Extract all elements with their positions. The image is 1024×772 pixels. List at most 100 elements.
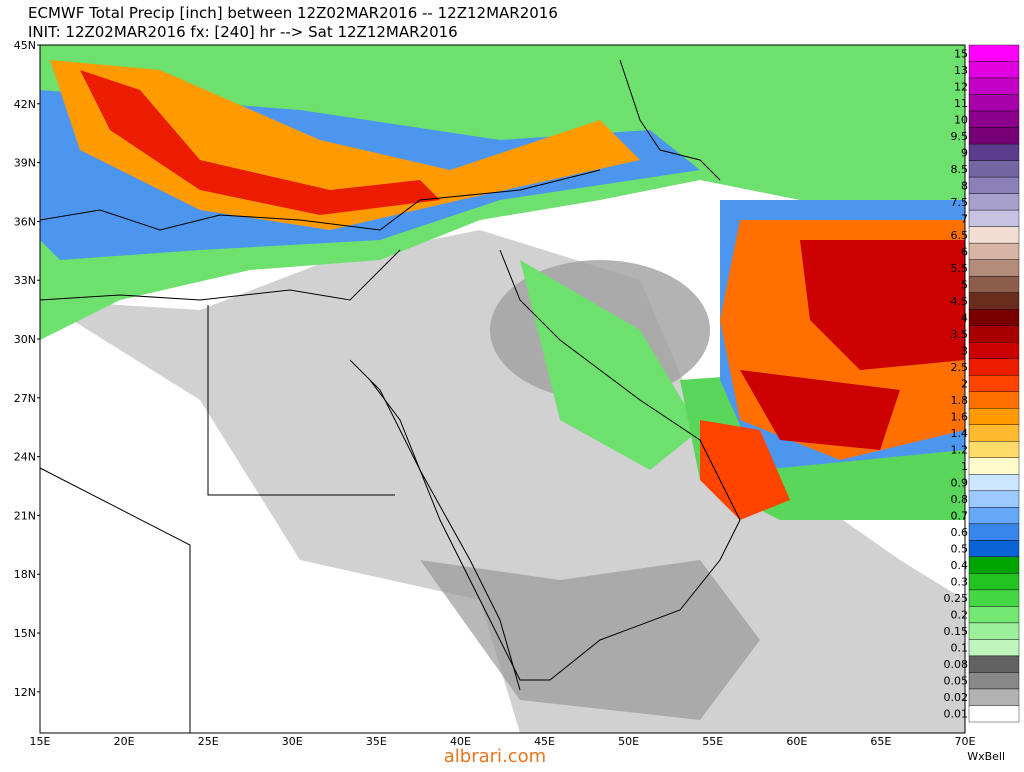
colorbar-swatch: [968, 441, 1020, 459]
lon-label: 65E: [870, 735, 891, 748]
colorbar-label: 9.5: [951, 130, 969, 143]
colorbar-label: 1.8: [951, 394, 969, 407]
colorbar-swatch: [968, 375, 1020, 392]
colorbar-swatch: [968, 358, 1020, 376]
lon-label: 60E: [786, 735, 807, 748]
colorbar-label: 0.4: [951, 559, 969, 572]
colorbar-swatch: [968, 474, 1020, 492]
lon-label: 50E: [618, 735, 639, 748]
colorbar-swatch: [968, 490, 1020, 508]
lat-label: 12N: [14, 686, 36, 699]
colorbar-label: 13: [954, 64, 968, 77]
credit: WxBell: [967, 750, 1005, 763]
lat-label: 30N: [14, 333, 36, 346]
colorbar-label: 7.5: [951, 196, 969, 209]
colorbar-swatch: [968, 391, 1020, 409]
colorbar-swatch: [968, 77, 1020, 95]
colorbar-label: 0.7: [951, 510, 969, 523]
colorbar-swatch: [968, 622, 1020, 640]
colorbar-swatch: [968, 292, 1020, 310]
colorbar-swatch: [968, 424, 1020, 442]
colorbar-swatch: [968, 655, 1020, 673]
colorbar-label: 3.5: [951, 328, 969, 341]
lon-label: 25E: [198, 735, 219, 748]
colorbar-swatch: [968, 160, 1020, 178]
colorbar-label: 10: [954, 113, 968, 126]
colorbar-label: 4.5: [951, 295, 969, 308]
colorbar-swatch: [968, 176, 1020, 194]
colorbar-swatch: [968, 127, 1020, 145]
colorbar-swatch: [968, 672, 1020, 690]
colorbar-label: 0.25: [944, 592, 969, 605]
lat-label: 33N: [14, 274, 36, 287]
colorbar-swatch: [968, 688, 1020, 706]
colorbar-label: 2: [961, 378, 968, 391]
map-axes: 45N 42N 39N 36N 33N 30N 27N 24N 21N 18N 15N 12N 15E 2…: [14, 39, 976, 748]
colorbar-swatch: [968, 408, 1020, 425]
colorbar-label: 0.6: [951, 526, 969, 539]
colorbar-swatch: [968, 325, 1020, 343]
colorbar-label: 0.15: [944, 625, 969, 638]
lat-label: 21N: [14, 509, 36, 522]
colorbar-label: 5.5: [951, 262, 969, 275]
colorbar-label: 5: [961, 278, 968, 291]
colorbar-swatch: [968, 193, 1020, 211]
colorbar-swatch: [968, 342, 1020, 359]
colorbar-swatch: [968, 540, 1020, 558]
colorbar-swatch: [968, 61, 1020, 79]
lat-label: 45N: [14, 39, 36, 52]
colorbar-label: 0.1: [951, 642, 969, 655]
colorbar-swatch: [968, 44, 1020, 62]
boundaries: [39, 44, 966, 734]
colorbar-swatch: [968, 242, 1020, 260]
colorbar-label: 0.8: [951, 493, 969, 506]
colorbar-swatch: [968, 589, 1020, 607]
watermark: albrari.com: [444, 746, 546, 767]
colorbar-swatch: [968, 308, 1020, 326]
colorbar-label: 0.3: [951, 576, 969, 589]
colorbar-swatch: [968, 94, 1020, 112]
colorbar-label: 0.08: [944, 658, 969, 671]
lon-label: 70E: [955, 735, 976, 748]
colorbar-label: 0.05: [944, 675, 969, 688]
colorbar-swatch: [968, 259, 1020, 277]
precip-field: [40, 45, 965, 733]
lat-label: 15N: [14, 627, 36, 640]
colorbar-label: 4: [961, 311, 968, 324]
colorbar-swatch: [968, 705, 1020, 723]
colorbar-label: 6.5: [951, 229, 969, 242]
header-line2: INIT: 12Z02MAR2016 fx: [240] hr --> Sat …: [28, 23, 458, 41]
colorbar: 15131211109.598.587.576.565.554.543.532.…: [944, 44, 1020, 723]
lat-label: 36N: [14, 215, 36, 228]
colorbar-swatch: [968, 556, 1020, 574]
lon-label: 15E: [30, 735, 51, 748]
colorbar-swatch: [968, 275, 1020, 293]
lon-label: 30E: [282, 735, 303, 748]
lat-label: 18N: [14, 568, 36, 581]
lat-label: 27N: [14, 392, 36, 405]
colorbar-label: 0.9: [951, 477, 969, 490]
colorbar-label: 1.6: [951, 411, 969, 424]
colorbar-swatch: [968, 523, 1020, 541]
colorbar-swatch: [968, 507, 1020, 525]
colorbar-swatch: [968, 457, 1020, 475]
colorbar-label: 11: [954, 97, 968, 110]
colorbar-label: 1.4: [951, 427, 969, 440]
colorbar-swatch: [968, 209, 1020, 227]
colorbar-label: 15: [954, 47, 968, 60]
lon-label: 55E: [702, 735, 723, 748]
colorbar-swatch: [968, 110, 1020, 128]
colorbar-swatch: [968, 226, 1020, 244]
lon-label: 20E: [114, 735, 135, 748]
colorbar-label: 9: [961, 146, 968, 159]
colorbar-label: 3: [961, 344, 968, 357]
lat-label: 39N: [14, 157, 36, 170]
colorbar-swatch: [968, 639, 1020, 657]
lat-label: 24N: [14, 451, 36, 464]
colorbar-swatch: [968, 143, 1020, 161]
colorbar-label: 0.01: [944, 708, 969, 721]
colorbar-label: 8.5: [951, 163, 969, 176]
colorbar-label: 2.5: [951, 361, 969, 374]
colorbar-label: 6: [961, 245, 968, 258]
